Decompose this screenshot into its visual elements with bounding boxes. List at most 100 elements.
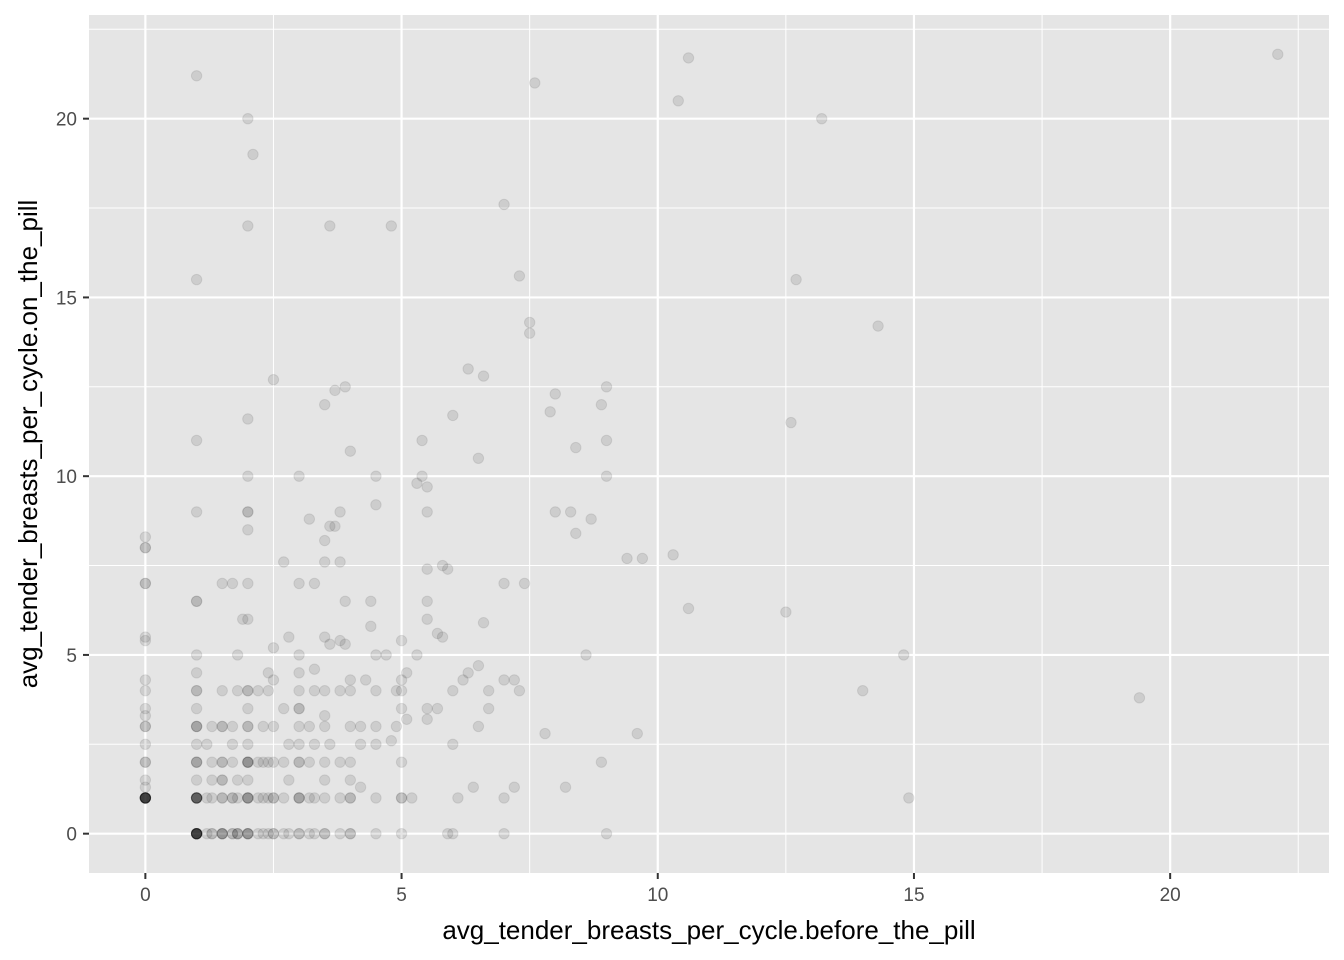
data-point: [247, 148, 259, 161]
data-point: [190, 792, 203, 804]
data-point: [216, 792, 228, 804]
data-point: [672, 95, 684, 107]
data-point: [278, 827, 290, 840]
data-point: [303, 720, 316, 733]
data-point: [303, 792, 316, 804]
data-point: [242, 792, 254, 804]
data-point: [216, 720, 228, 733]
data-point: [201, 827, 213, 840]
data-point: [139, 792, 152, 804]
data-point: [242, 792, 254, 804]
data-point: [447, 409, 459, 422]
data-point: [334, 684, 346, 697]
data-point: [621, 552, 633, 565]
data-point: [667, 549, 679, 561]
data-point: [242, 684, 254, 697]
data-point: [421, 702, 433, 715]
data-point: [395, 792, 408, 804]
data-point: [319, 710, 331, 722]
data-point: [252, 792, 264, 804]
data-point: [308, 827, 321, 840]
data-point: [472, 720, 485, 733]
data-point: [206, 827, 218, 840]
data-point: [1133, 692, 1146, 704]
data-point: [242, 720, 254, 733]
data-point: [411, 477, 423, 490]
data-point: [319, 756, 331, 768]
data-point: [190, 792, 203, 804]
data-point: [190, 649, 203, 661]
data-point: [293, 792, 305, 804]
data-point: [339, 381, 351, 393]
data-point: [344, 674, 357, 686]
data-point: [267, 756, 280, 768]
data-point: [139, 720, 152, 733]
data-point: [564, 506, 577, 518]
data-point: [262, 667, 275, 679]
data-point: [308, 663, 321, 675]
data-point: [329, 384, 341, 397]
data-point: [308, 738, 321, 750]
data-point: [139, 792, 152, 804]
data-point: [242, 524, 254, 536]
data-point: [319, 827, 331, 840]
data-point: [390, 720, 403, 733]
data-point: [498, 792, 510, 804]
data-point: [206, 756, 218, 768]
data-point: [344, 445, 357, 457]
data-point: [293, 667, 305, 679]
data-point: [190, 827, 203, 840]
data-point: [390, 684, 403, 697]
data-point: [498, 198, 510, 211]
data-point: [359, 674, 372, 686]
data-point: [216, 792, 228, 804]
data-point: [242, 792, 254, 804]
data-point: [139, 792, 152, 804]
data-point: [252, 756, 264, 768]
data-point: [293, 470, 305, 482]
data-point: [293, 756, 305, 768]
data-point: [421, 713, 433, 725]
data-point: [242, 112, 254, 125]
data-point: [482, 684, 495, 697]
data-point: [785, 416, 797, 429]
data-point: [242, 506, 254, 518]
data-point: [529, 77, 541, 89]
data-point: [365, 595, 377, 607]
data-point: [600, 470, 613, 482]
data-point: [242, 702, 254, 715]
data-point: [242, 577, 254, 590]
data-point: [278, 702, 290, 715]
data-point: [242, 506, 254, 518]
data-point: [324, 638, 336, 650]
data-point: [395, 827, 408, 840]
data-point: [544, 406, 556, 418]
data-point: [190, 684, 203, 697]
data-point: [595, 398, 608, 411]
data-point: [293, 720, 305, 733]
data-point: [242, 413, 254, 425]
data-point: [231, 827, 244, 840]
data-point: [344, 792, 357, 804]
data-point: [513, 684, 526, 697]
data-point: [395, 702, 408, 715]
data-point: [416, 434, 428, 447]
data-point: [293, 702, 305, 715]
data-point: [472, 452, 485, 464]
data-point: [319, 398, 331, 411]
data-point: [324, 520, 336, 532]
data-point: [190, 720, 203, 733]
data-point: [293, 792, 305, 804]
data-point: [139, 531, 152, 543]
data-point: [395, 684, 408, 697]
data-point: [570, 441, 582, 454]
data-point: [498, 674, 510, 686]
data-point: [857, 684, 869, 697]
data-point: [242, 720, 254, 733]
data-point: [139, 792, 152, 804]
data-point: [283, 827, 295, 840]
data-point: [267, 642, 280, 654]
data-point: [477, 370, 490, 382]
data-point: [293, 702, 305, 715]
data-point: [190, 434, 203, 447]
